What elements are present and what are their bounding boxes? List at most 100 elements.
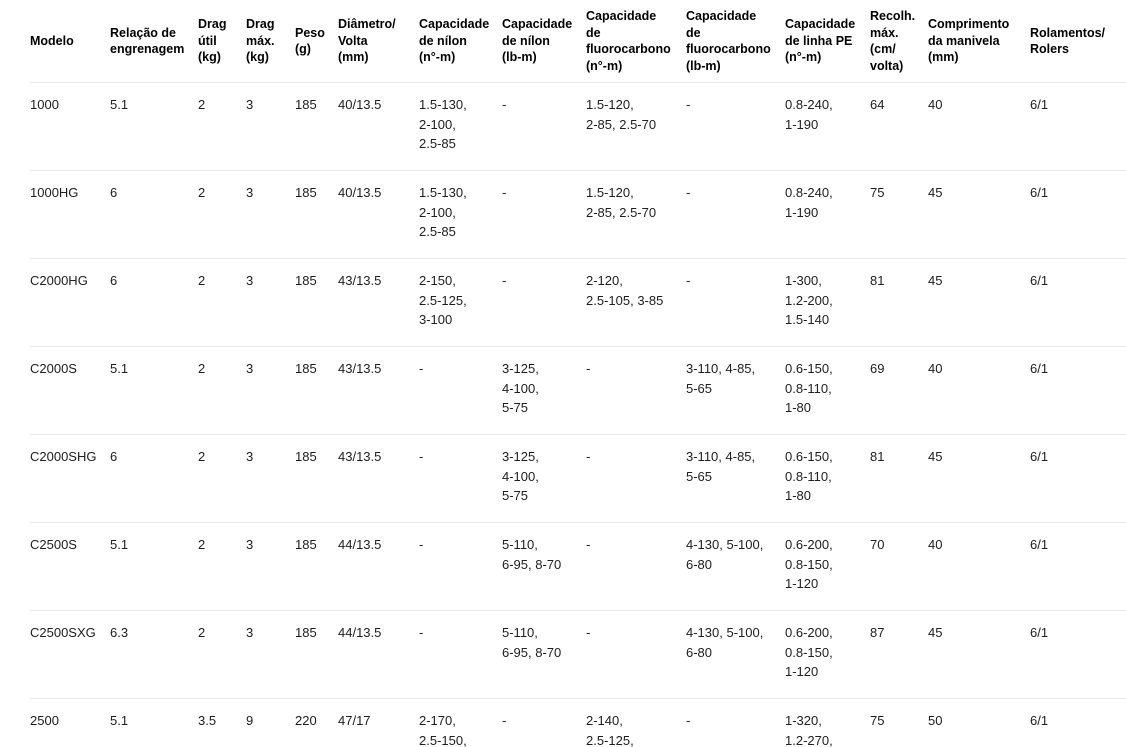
cell-drag-max: 3: [246, 82, 295, 171]
cell-cap-fluoro-no-m: 1.5-120, 2-85, 2.5-70: [586, 82, 686, 171]
cell-cap-nilon-lb-m: -: [502, 82, 586, 171]
cell-comprimento-manivela: 40: [928, 522, 1030, 611]
cell-rolamentos: 6/1: [1030, 610, 1126, 699]
cell-modelo: 1000: [30, 82, 110, 171]
cell-recolh-max: 64: [870, 82, 928, 171]
cell-diametro-volta: 40/13.5: [338, 82, 419, 171]
cell-cap-linha-pe: 1-300, 1.2-200, 1.5-140: [785, 258, 870, 347]
cell-cap-nilon-no-m: -: [419, 434, 502, 523]
cell-cap-fluoro-lb-m: -: [686, 170, 785, 259]
table-row-1000: 1000 5.1 2 3 185 40/13.5 1.5-130, 2-100, 2.5-8…: [30, 82, 1126, 171]
cell-peso: 185: [295, 434, 338, 523]
table-row-1000HG: 1000HG 6 2 3 185 40/13.5 1.5-130, 2-100, 2.5-8…: [30, 170, 1126, 259]
cell-cap-fluoro-no-m: -: [586, 522, 686, 611]
table-row-C2000HG: C2000HG 6 2 3 185 43/13.5 2-150, 2.5-125, 3-10…: [30, 258, 1126, 347]
col-header-cap-nilon-lb-m: Capacidade de nílon (lb-m): [502, 0, 586, 83]
cell-cap-nilon-no-m: 2-170, 2.5-150, 3-120: [419, 698, 502, 747]
cell-drag-max: 3: [246, 434, 295, 523]
cell-cap-nilon-lb-m: 5-110, 6-95, 8-70: [502, 522, 586, 611]
cell-rolamentos: 6/1: [1030, 434, 1126, 523]
cell-cap-nilon-lb-m: -: [502, 170, 586, 259]
cell-rolamentos: 6/1: [1030, 698, 1126, 747]
cell-diametro-volta: 44/13.5: [338, 522, 419, 611]
cell-rolamentos: 6/1: [1030, 170, 1126, 259]
cell-recolh-max: 81: [870, 434, 928, 523]
cell-cap-fluoro-no-m: 2-140, 2.5-125, 3-100: [586, 698, 686, 747]
cell-drag-max: 3: [246, 346, 295, 435]
cell-diametro-volta: 43/13.5: [338, 258, 419, 347]
cell-comprimento-manivela: 40: [928, 346, 1030, 435]
cell-recolh-max: 75: [870, 698, 928, 747]
col-header-recolh-max: Recolh. máx. (cm/ volta): [870, 0, 928, 83]
col-header-modelo: Modelo: [30, 0, 110, 83]
cell-cap-fluoro-no-m: -: [586, 346, 686, 435]
cell-drag-util: 3.5: [198, 698, 246, 747]
spec-table-head-row: Modelo Relação de engrenagem Drag útil (kg…: [30, 0, 1126, 83]
col-header-diametro-volta: Diâmetro/ Volta (mm): [338, 0, 419, 83]
cell-cap-linha-pe: 0.8-240, 1-190: [785, 170, 870, 259]
cell-drag-util: 2: [198, 82, 246, 171]
cell-diametro-volta: 47/17: [338, 698, 419, 747]
cell-recolh-max: 81: [870, 258, 928, 347]
cell-drag-util: 2: [198, 346, 246, 435]
cell-modelo: C2000SHG: [30, 434, 110, 523]
cell-cap-fluoro-lb-m: -: [686, 258, 785, 347]
col-header-cap-fluoro-lb-m: Capacidade de fluorocarbono (lb-m): [686, 0, 785, 83]
cell-peso: 185: [295, 522, 338, 611]
cell-cap-fluoro-lb-m: 4-130, 5-100, 6-80: [686, 522, 785, 611]
cell-relacao-engrenagem: 5.1: [110, 698, 198, 747]
cell-relacao-engrenagem: 6: [110, 258, 198, 347]
cell-cap-linha-pe: 0.6-150, 0.8-110, 1-80: [785, 346, 870, 435]
cell-cap-linha-pe: 0.6-150, 0.8-110, 1-80: [785, 434, 870, 523]
cell-cap-fluoro-lb-m: -: [686, 698, 785, 747]
cell-comprimento-manivela: 45: [928, 258, 1030, 347]
cell-comprimento-manivela: 40: [928, 82, 1030, 171]
cell-cap-nilon-no-m: 2-150, 2.5-125, 3-100: [419, 258, 502, 347]
cell-cap-fluoro-lb-m: -: [686, 82, 785, 171]
cell-cap-nilon-lb-m: -: [502, 698, 586, 747]
cell-diametro-volta: 43/13.5: [338, 346, 419, 435]
col-header-drag-util: Drag útil (kg): [198, 0, 246, 83]
cell-cap-fluoro-lb-m: 4-130, 5-100, 6-80: [686, 610, 785, 699]
cell-modelo: C2500SXG: [30, 610, 110, 699]
cell-cap-fluoro-no-m: 1.5-120, 2-85, 2.5-70: [586, 170, 686, 259]
cell-cap-fluoro-no-m: -: [586, 434, 686, 523]
cell-cap-nilon-no-m: -: [419, 522, 502, 611]
table-row-C2500SXG: C2500SXG 6.3 2 3 185 44/13.5-5-110, 6-95, 8-7…: [30, 610, 1126, 699]
cell-rolamentos: 6/1: [1030, 82, 1126, 171]
spec-table-head: Modelo Relação de engrenagem Drag útil (kg…: [30, 0, 1126, 83]
cell-comprimento-manivela: 45: [928, 610, 1030, 699]
cell-cap-fluoro-no-m: -: [586, 610, 686, 699]
cell-cap-fluoro-lb-m: 3-110, 4-85, 5-65: [686, 346, 785, 435]
cell-cap-nilon-no-m: 1.5-130, 2-100, 2.5-85: [419, 170, 502, 259]
cell-diametro-volta: 44/13.5: [338, 610, 419, 699]
cell-peso: 185: [295, 82, 338, 171]
cell-drag-util: 2: [198, 170, 246, 259]
col-header-cap-linha-pe: Capacidade de linha PE (n°-m): [785, 0, 870, 83]
cell-peso: 185: [295, 170, 338, 259]
cell-modelo: C2000HG: [30, 258, 110, 347]
cell-relacao-engrenagem: 6: [110, 170, 198, 259]
cell-cap-linha-pe: 1-320, 1.2-270, 1.5-220: [785, 698, 870, 747]
cell-recolh-max: 70: [870, 522, 928, 611]
col-header-rolamentos: Rolamentos/ Rolers: [1030, 0, 1126, 83]
cell-modelo: C2000S: [30, 346, 110, 435]
cell-drag-util: 2: [198, 434, 246, 523]
cell-drag-util: 2: [198, 258, 246, 347]
cell-modelo: 2500: [30, 698, 110, 747]
col-header-cap-fluoro-no-m: Capacidade de fluorocarbono (n°-m): [586, 0, 686, 83]
cell-cap-nilon-lb-m: 3-125, 4-100, 5-75: [502, 346, 586, 435]
cell-drag-max: 3: [246, 522, 295, 611]
table-row-C2000S: C2000S 5.1 2 3 185 43/13.5-3-125, 4-100, 5-75…: [30, 346, 1126, 435]
cell-drag-max: 3: [246, 610, 295, 699]
cell-drag-util: 2: [198, 522, 246, 611]
col-header-peso: Peso (g): [295, 0, 338, 83]
table-row-C2000SHG: C2000SHG 6 2 3 185 43/13.5-3-125, 4-100, 5-75…: [30, 434, 1126, 523]
cell-peso: 185: [295, 258, 338, 347]
cell-cap-linha-pe: 0.6-200, 0.8-150, 1-120: [785, 610, 870, 699]
col-header-relacao-engrenagem: Relação de engrenagem: [110, 0, 198, 83]
reel-spec-table: Modelo Relação de engrenagem Drag útil (kg…: [30, 0, 1126, 747]
cell-cap-linha-pe: 0.6-200, 0.8-150, 1-120: [785, 522, 870, 611]
